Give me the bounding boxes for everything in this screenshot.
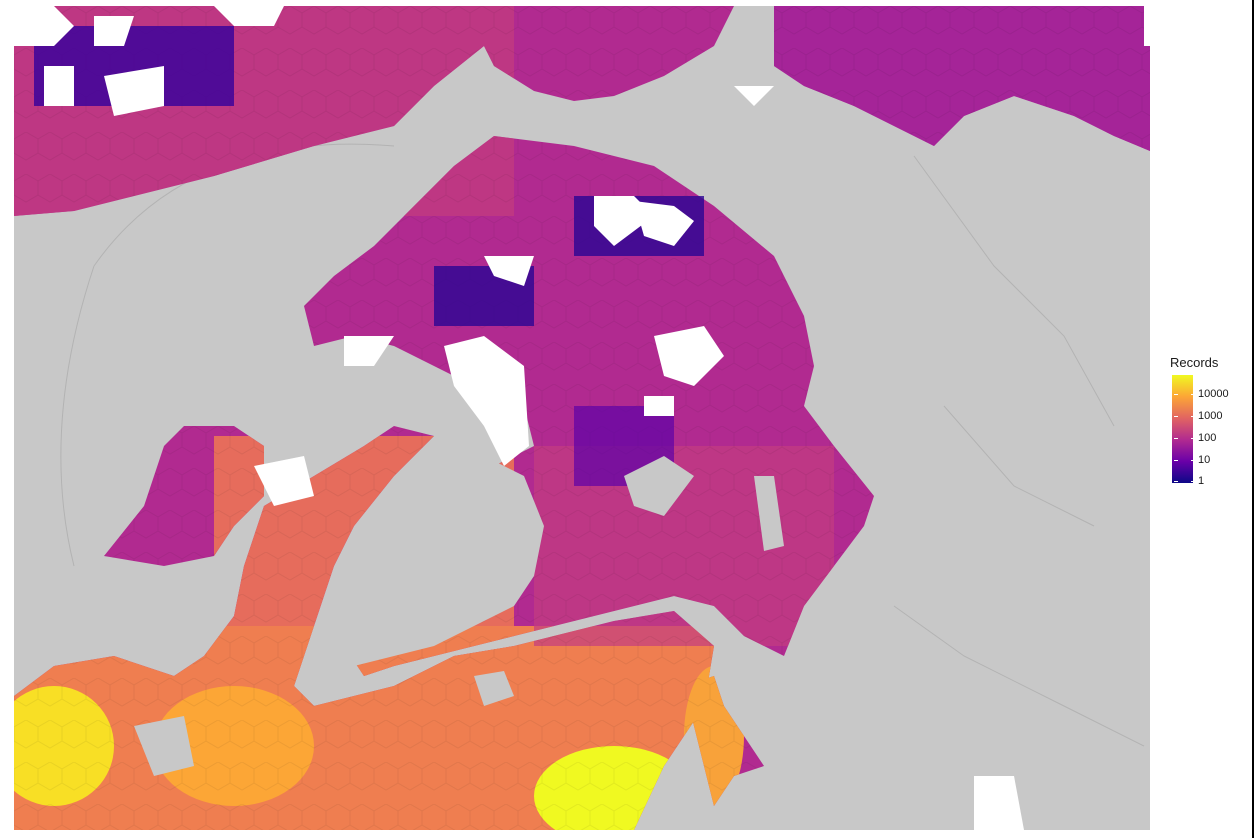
- arctic-hexbin-map[interactable]: [14, 6, 1150, 830]
- legend-tick-label: 10: [1198, 454, 1211, 466]
- no-data-cells: [14, 6, 1150, 830]
- legend-tick-label: 100: [1198, 432, 1217, 444]
- landmass-overlays: [24, 456, 784, 776]
- legend-colorbar: [1172, 375, 1195, 483]
- legend-title: Records: [1170, 355, 1219, 370]
- window-border: [1252, 0, 1254, 838]
- legend-tick-label: 1000: [1198, 410, 1223, 422]
- legend-tick-label: 1: [1198, 475, 1205, 487]
- legend-tick-label: 10000: [1198, 388, 1229, 400]
- legend: Records 10000 1000 100 10 1: [1170, 355, 1240, 495]
- map-panel[interactable]: [14, 6, 1150, 830]
